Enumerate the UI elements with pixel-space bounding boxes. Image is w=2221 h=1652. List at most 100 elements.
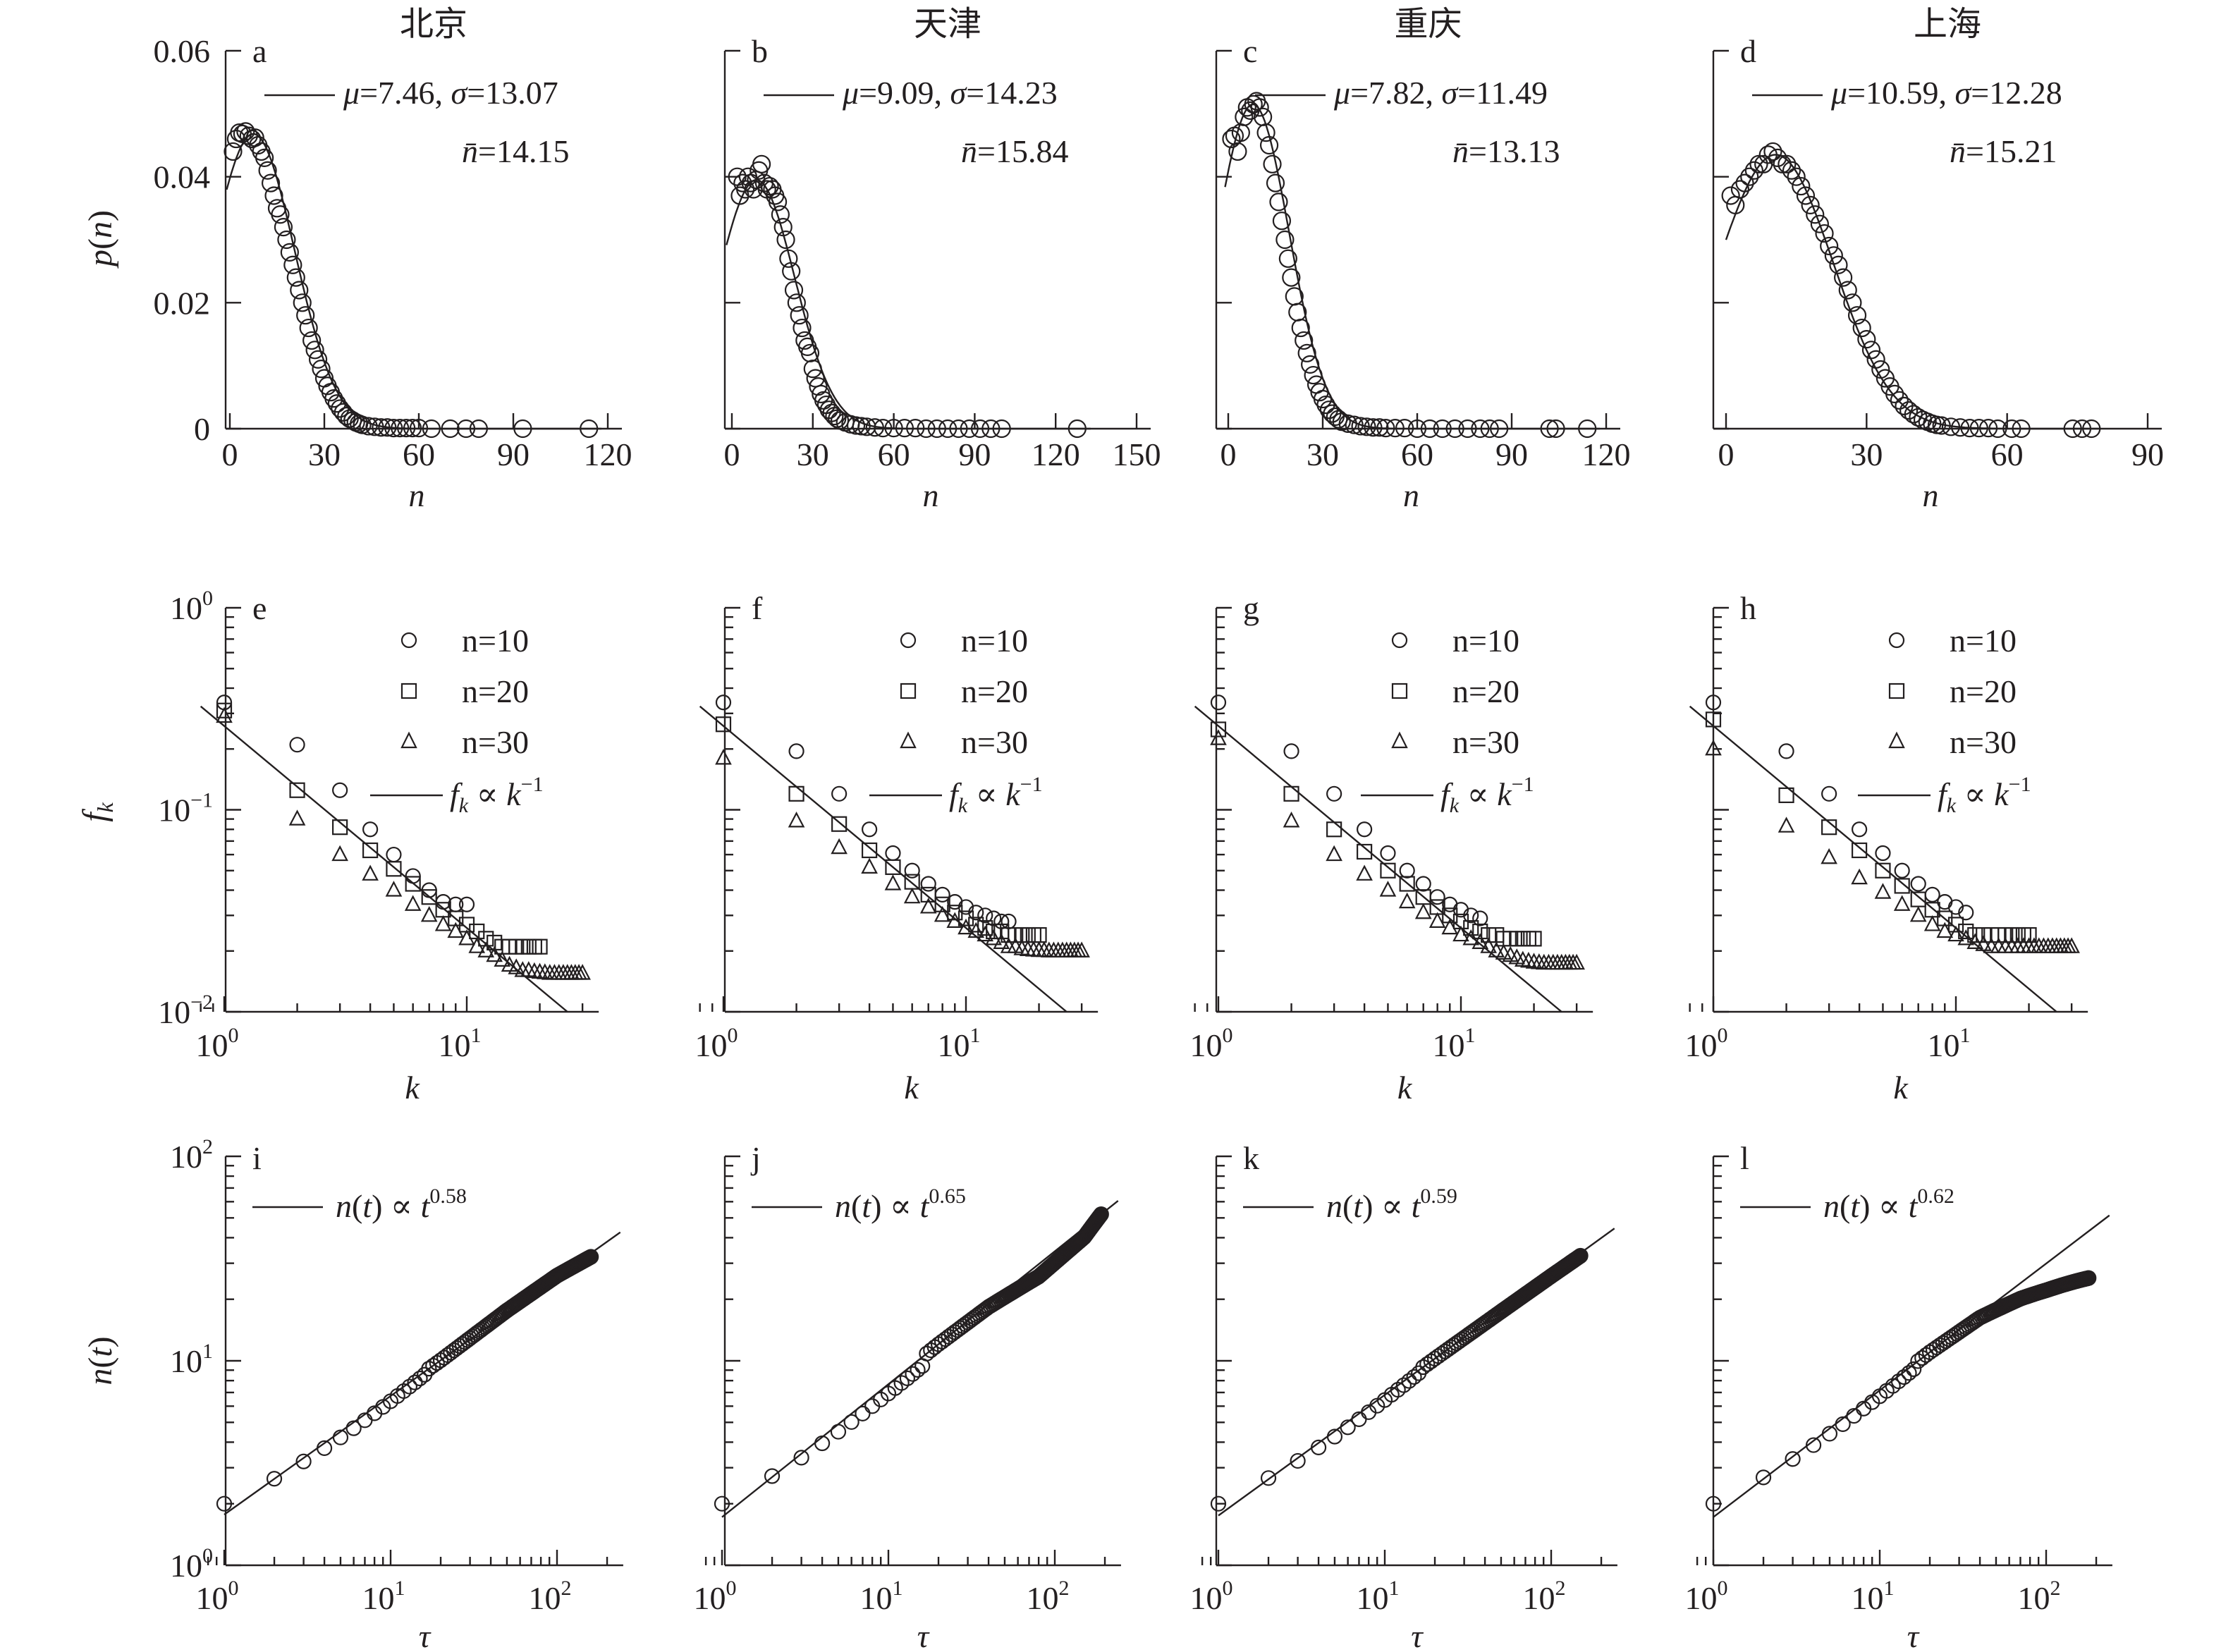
data-point	[1266, 173, 1285, 192]
legend-fit-k-sub: k	[1947, 794, 1957, 817]
data-point	[421, 1361, 437, 1377]
x-tick-label-exp: 2	[2050, 1577, 2061, 1600]
data-point	[407, 1374, 423, 1390]
data-point-triangle	[903, 887, 921, 904]
city-title: 北京	[400, 6, 467, 43]
data-point	[1471, 419, 1490, 439]
data-point	[714, 1495, 730, 1512]
data-point-circle	[1947, 899, 1964, 915]
panel-label: d	[1740, 33, 1756, 69]
legend-mu-value: 9.09	[877, 75, 934, 111]
legend-sigma-symbol: σ	[451, 75, 469, 111]
data-point-triangle	[362, 864, 379, 881]
x-tick-label-base: 10	[1433, 1027, 1465, 1063]
legend-n: n	[336, 1188, 352, 1224]
legend-eq: =	[360, 75, 378, 111]
data-point	[828, 409, 847, 428]
data-point	[1820, 236, 1839, 256]
data-point	[266, 1471, 283, 1487]
legend-nbar-text: n̄=14.15	[462, 133, 569, 169]
data-point-square	[957, 910, 974, 926]
data-point-square	[1472, 923, 1488, 940]
x-tick-label: 30	[1850, 436, 1883, 472]
x-tick-label-base: 10	[860, 1580, 893, 1616]
data-point-triangle	[1705, 739, 1722, 756]
fit-curve	[726, 178, 1091, 430]
x-axis-title: τ	[1907, 1618, 1920, 1652]
y-tick-label: 10−1	[158, 789, 213, 828]
data-point-square	[1463, 920, 1479, 936]
data-point-circle	[986, 910, 1002, 926]
data-point	[784, 281, 804, 300]
data-point-triangle	[1851, 868, 1868, 885]
y-tick-label-base: 10	[170, 1548, 202, 1584]
data-point-triangle	[1957, 929, 1975, 946]
x-axis-title: τ	[1411, 1618, 1424, 1652]
legend-nbar-text: n̄=13.13	[1452, 133, 1560, 169]
data-point	[1829, 255, 1848, 274]
data-point	[855, 1405, 871, 1421]
data-point-square	[448, 910, 464, 926]
data-point	[1890, 1373, 1907, 1390]
data-point	[1960, 419, 1979, 438]
data-point-circle	[458, 896, 475, 912]
data-point-triangle	[477, 941, 495, 957]
data-point	[1572, 1247, 1589, 1264]
y-axis-title-nt: n(t)	[82, 1336, 119, 1385]
data-point	[365, 417, 384, 436]
data-point-triangle	[861, 857, 878, 874]
data-point-triangle	[919, 898, 937, 914]
data-point	[353, 415, 372, 434]
data-point	[1857, 330, 1876, 349]
fit-line	[699, 705, 1067, 1012]
data-point-square	[1526, 931, 1542, 947]
data-point	[1256, 123, 1275, 142]
data-point	[874, 419, 893, 438]
data-point	[2081, 1270, 2097, 1286]
legend-marker-circle	[900, 632, 917, 649]
data-point	[1735, 173, 1754, 192]
data-point	[302, 331, 322, 350]
data-point-circle	[1958, 905, 1974, 921]
legend-text: μ=7.46, σ=13.07	[343, 75, 558, 111]
x-tick-label: 120	[584, 436, 632, 472]
data-point	[1407, 419, 1427, 439]
data-point-circle	[1875, 845, 1891, 862]
data-point-triangle	[1936, 922, 1954, 938]
data-point-triangle	[934, 905, 951, 922]
x-tick-label: 0	[222, 436, 238, 472]
data-point	[1861, 341, 1881, 360]
data-point-triangle	[1414, 903, 1432, 919]
data-point-triangle	[1441, 918, 1459, 935]
x-tick-label: 60	[403, 436, 435, 472]
data-point	[451, 1338, 468, 1354]
legend-nbar-symbol: n̄	[462, 133, 478, 169]
data-point-square	[216, 702, 233, 718]
data-point-triangle	[385, 881, 403, 897]
x-tick-label: 60	[878, 436, 910, 472]
data-point-square	[715, 716, 732, 733]
data-point	[296, 306, 315, 325]
data-point	[1904, 405, 1923, 424]
data-point	[1805, 1437, 1822, 1453]
data-point	[401, 1378, 417, 1395]
x-axis-title: k	[904, 1070, 919, 1106]
y-axis-title-pn: p(n)	[82, 210, 119, 269]
legend-sigma-symbol: σ	[950, 75, 968, 111]
data-point-circle	[1894, 862, 1910, 879]
x-tick-label-base: 10	[196, 1580, 228, 1616]
x-tick-label: 30	[1307, 436, 1339, 472]
legend-fit-k: k	[1994, 776, 2009, 812]
panel-label: h	[1740, 590, 1756, 626]
data-point	[286, 268, 305, 287]
data-point	[295, 1453, 312, 1469]
data-point-circle	[435, 894, 451, 910]
legend-nbar-value: 13.13	[1487, 133, 1560, 169]
data-point-triangle	[1283, 812, 1300, 828]
y-tick-label-base: 10	[158, 994, 190, 1030]
x-tick-label: 150	[1113, 436, 1161, 472]
